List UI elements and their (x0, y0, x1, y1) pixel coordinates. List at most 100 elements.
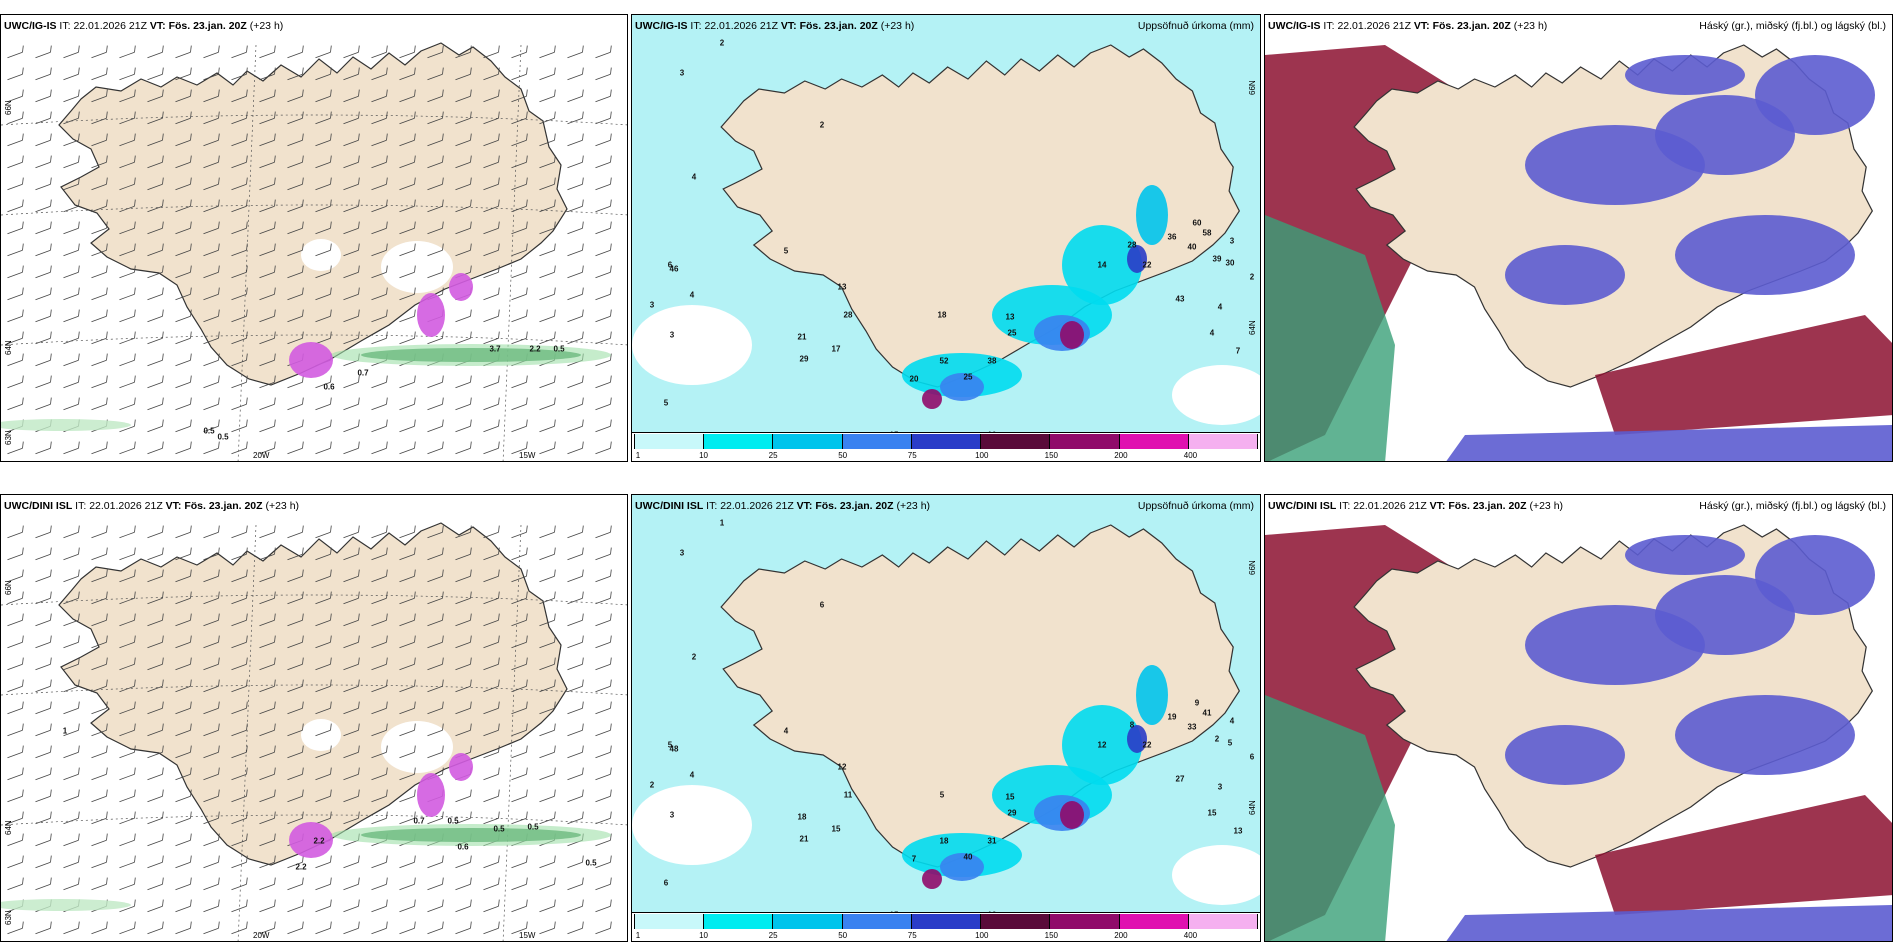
wind-barb (119, 657, 136, 671)
high-cloud-area (1755, 535, 1875, 615)
wind-barb (567, 899, 584, 913)
wind-barb (427, 745, 444, 759)
precip-value: 4 (1229, 716, 1235, 726)
wind-barb (203, 353, 220, 367)
wind-barb (427, 701, 444, 715)
precip-band (331, 824, 611, 846)
wind-barb (35, 855, 52, 869)
wind-barb (287, 67, 304, 81)
wind-barb (7, 877, 24, 891)
wind-barb (399, 921, 416, 935)
wind-barb (119, 569, 136, 583)
wind-barb (259, 635, 276, 649)
precip-value: 4 (1209, 328, 1215, 338)
cloud-map (1265, 495, 1892, 941)
wind-barb (427, 679, 444, 693)
wind-barb (539, 921, 556, 935)
wind-barb (371, 199, 388, 213)
wind-barb (371, 287, 388, 301)
wind-barb (35, 45, 52, 59)
wind-barb (399, 899, 416, 913)
wind-barb (371, 177, 388, 191)
colorbar-swatch (842, 434, 912, 449)
high-cloud-area (1655, 575, 1795, 655)
colorbar-swatch (1119, 434, 1189, 449)
precip-value: 5 (939, 790, 945, 800)
wind-barb (399, 45, 416, 59)
wind-barb (595, 309, 612, 323)
wind-barb (427, 397, 444, 411)
wind-barb (343, 331, 360, 345)
wind-barb (315, 133, 332, 147)
wind-barb (315, 375, 332, 389)
wind-barb (35, 265, 52, 279)
wind-barb (287, 767, 304, 781)
precip-value: 60 (1192, 218, 1202, 228)
wind-barb (455, 811, 472, 825)
wind-barb (63, 701, 80, 715)
wind-barb (511, 331, 528, 345)
wind-barb (147, 353, 164, 367)
wind-barb (539, 767, 556, 781)
wind-barb (35, 309, 52, 323)
colorbar-swatch (911, 914, 982, 929)
wind-barb (259, 921, 276, 935)
wind-barb (91, 199, 108, 213)
wind-barb (483, 899, 500, 913)
wind-barb (399, 155, 416, 169)
wind-value: 0.5 (585, 858, 597, 868)
wind-barb (343, 133, 360, 147)
wind-barb (343, 397, 360, 411)
precip-value: 28 (1127, 240, 1137, 250)
lat-label-64: 64N (1248, 320, 1257, 335)
wind-barb (483, 657, 500, 671)
wind-barb (147, 679, 164, 693)
wind-barb (399, 679, 416, 693)
wind-value: 0.6 (323, 382, 335, 392)
wind-barb (175, 309, 192, 323)
wind-barb (427, 723, 444, 737)
wind-barb (371, 723, 388, 737)
wind-barb (7, 375, 24, 389)
wind-barb (595, 89, 612, 103)
colorbar-tick: 100 (975, 931, 989, 940)
wind-barb (343, 613, 360, 627)
wind-barb (91, 331, 108, 345)
wind-barb (35, 679, 52, 693)
wind-barb (203, 547, 220, 561)
wind-barb (175, 441, 192, 455)
wind-barb (483, 701, 500, 715)
wind-barb (427, 331, 444, 345)
precip-value: 18 (939, 836, 949, 846)
wind-barb (595, 855, 612, 869)
wind-barb (483, 547, 500, 561)
wind-barb (567, 877, 584, 891)
wind-barb (315, 635, 332, 649)
wind-barb (539, 591, 556, 605)
wind-barb (287, 569, 304, 583)
colorbar-swatch (773, 434, 843, 449)
precip-core (289, 822, 333, 858)
wind-barb (119, 701, 136, 715)
wind-barb (455, 331, 472, 345)
wind-barb (119, 397, 136, 411)
wind-barb (371, 331, 388, 345)
wind-value: 0.6 (457, 842, 469, 852)
colorbar-tick: 25 (768, 451, 778, 460)
wind-barb (35, 67, 52, 81)
wind-barb (175, 679, 192, 693)
wind-barb (35, 441, 52, 455)
precip-value: 15 (831, 824, 841, 834)
wind-barb (231, 811, 248, 825)
wind-barb (511, 243, 528, 257)
wind-barb (287, 45, 304, 59)
wind-barb (203, 67, 220, 81)
wind-value: 0.5 (553, 344, 565, 354)
wind-barb (399, 811, 416, 825)
wind-barb (119, 111, 136, 125)
wind-barb (119, 265, 136, 279)
wind-barb (91, 723, 108, 737)
precip-contour (922, 389, 942, 409)
wind-barb (259, 701, 276, 715)
precip-value: 12 (1097, 740, 1107, 750)
